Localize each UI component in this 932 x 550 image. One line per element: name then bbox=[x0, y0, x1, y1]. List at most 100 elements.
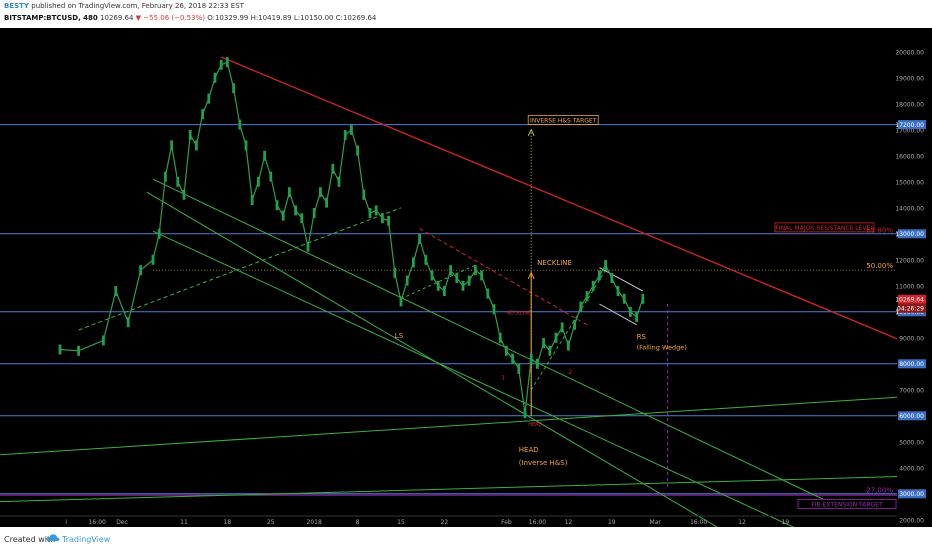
y-tick-label: 11000.00 bbox=[895, 283, 924, 290]
price-candle bbox=[114, 286, 118, 296]
price-candle bbox=[226, 57, 229, 68]
channel-upper-line bbox=[152, 230, 795, 527]
ascending-trendline bbox=[0, 394, 932, 456]
y-tick-label: 14000.00 bbox=[895, 205, 924, 212]
price-candle bbox=[257, 176, 260, 187]
wedge-line bbox=[599, 267, 644, 292]
fib-level-label: 50.00% bbox=[866, 262, 893, 270]
price-candle bbox=[250, 195, 254, 205]
falling-wedge-label: (Falling Wedge) bbox=[637, 344, 687, 352]
price-candle bbox=[424, 254, 428, 265]
neckline-label: NECKLINE bbox=[537, 259, 572, 267]
neckline-small-label: NECKLINE bbox=[506, 310, 531, 316]
x-tick-label: Mar bbox=[650, 519, 662, 526]
final-resistance-label: FINAL MAJOR RESISTANCE LEVEL bbox=[775, 225, 874, 232]
neckline-arrowhead bbox=[527, 271, 535, 280]
price-candle bbox=[498, 332, 502, 343]
price-candle bbox=[591, 280, 595, 291]
price-candle bbox=[368, 208, 372, 218]
x-tick-label: 18 bbox=[224, 519, 232, 526]
y-tick-label: 12000.00 bbox=[895, 257, 924, 264]
price-candle bbox=[585, 291, 589, 302]
price-candle bbox=[430, 270, 434, 281]
price-candle bbox=[449, 265, 452, 276]
price-candle bbox=[604, 260, 607, 270]
price-candle bbox=[337, 176, 341, 187]
price-candle bbox=[610, 273, 614, 283]
resistance-trendline bbox=[220, 56, 932, 354]
x-tick-label: 16:00 bbox=[89, 519, 106, 526]
dashed-rise-line bbox=[400, 264, 476, 300]
price-candle bbox=[356, 145, 359, 156]
price-candle bbox=[350, 124, 353, 135]
y-tick-label: 7000.00 bbox=[899, 387, 924, 394]
author-link[interactable]: BESTY bbox=[4, 2, 30, 10]
price-axis bbox=[897, 28, 932, 516]
level-tag bbox=[898, 120, 926, 130]
level-tag-label: 17200.00 bbox=[895, 122, 924, 129]
x-tick-label: 11 bbox=[180, 519, 188, 526]
created-with-text: Created with bbox=[4, 535, 56, 544]
x-tick-label: 19 bbox=[608, 519, 616, 526]
x-tick-label: 15 bbox=[397, 519, 405, 526]
y-tick-label: 16000.00 bbox=[895, 153, 924, 160]
level-tag-label: 13000.00 bbox=[895, 231, 924, 238]
y-tick-label: 4000.00 bbox=[899, 465, 924, 472]
price-candle bbox=[492, 304, 496, 315]
y-tick-label: 17000.00 bbox=[895, 127, 924, 134]
price-candle bbox=[641, 293, 645, 304]
price-candle bbox=[188, 130, 192, 140]
price-candle bbox=[319, 187, 322, 198]
target-arrowhead bbox=[527, 128, 535, 137]
ascending-trendline bbox=[0, 475, 932, 503]
channel-upper-line bbox=[152, 178, 823, 500]
final-resistance-label-box bbox=[774, 222, 875, 233]
x-tick-label: 16:00 bbox=[690, 519, 707, 526]
price-chart[interactable]: 2000.00 3000.00 4000.00 5000.00 6000.00 7000.… bbox=[0, 28, 932, 527]
price-candle bbox=[325, 197, 328, 208]
x-tick-label: 8 bbox=[356, 519, 360, 526]
fib-target-label-box bbox=[797, 499, 897, 509]
last-price: 10269.64 bbox=[100, 14, 134, 22]
x-tick-label: 25 bbox=[267, 519, 275, 526]
price-candle bbox=[393, 267, 397, 278]
symbol-label[interactable]: BITSTAMP:BTCUSD, 480 bbox=[4, 14, 98, 22]
price-candle bbox=[573, 319, 576, 330]
y-tick-label: 9000.00 bbox=[899, 335, 924, 342]
price-candle bbox=[331, 163, 335, 174]
price-candle bbox=[455, 273, 459, 283]
price-candle bbox=[560, 322, 564, 333]
price-candle bbox=[164, 171, 167, 182]
price-candle bbox=[567, 340, 570, 351]
level-tag bbox=[898, 411, 926, 421]
price-candle bbox=[474, 265, 477, 276]
price-candle bbox=[536, 358, 539, 369]
inverse-hs-label: (Inverse H&S) bbox=[519, 459, 568, 467]
price-candle bbox=[195, 140, 198, 151]
price-candle bbox=[312, 208, 316, 218]
price-candle bbox=[399, 296, 403, 307]
price-candle bbox=[598, 270, 601, 281]
ls-label: LS bbox=[395, 332, 404, 340]
fib-level-label: 61.80% bbox=[866, 226, 893, 234]
x-tick-label: Dec bbox=[116, 519, 128, 526]
price-candle bbox=[176, 176, 180, 187]
price-candle bbox=[343, 130, 347, 140]
price-candle bbox=[269, 171, 273, 182]
price-candle bbox=[151, 254, 155, 265]
x-tick-label: 19 bbox=[782, 519, 790, 526]
price-candle bbox=[170, 140, 173, 151]
price-candle bbox=[126, 317, 130, 328]
tradingview-brand[interactable]: TradingView bbox=[62, 535, 111, 544]
x-tick-label: 12 bbox=[565, 519, 573, 526]
x-tick-label: 2018 bbox=[307, 519, 322, 526]
price-candle bbox=[219, 59, 223, 70]
symbol-line: BITSTAMP:BTCUSD, 480 10269.64 ▼ −55.06 (… bbox=[4, 14, 376, 22]
x-tick-label: 22 bbox=[441, 519, 449, 526]
head-label: HEAD bbox=[519, 446, 539, 454]
publish-line: BESTY published on TradingView.com, Febr… bbox=[4, 2, 244, 10]
price-candle bbox=[542, 338, 545, 348]
chart-header: BESTY published on TradingView.com, Febr… bbox=[0, 0, 932, 28]
price-candle bbox=[381, 213, 384, 224]
price-candle bbox=[207, 93, 211, 104]
